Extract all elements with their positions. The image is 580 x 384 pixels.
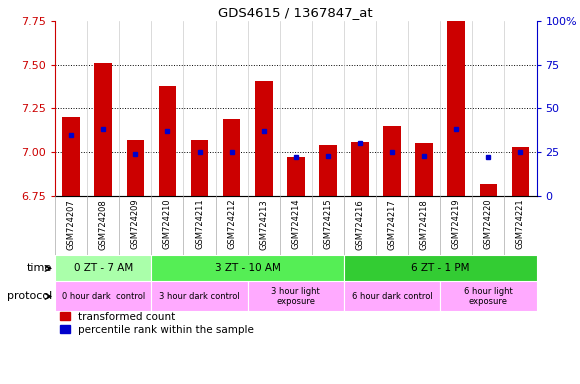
Text: GSM724221: GSM724221 bbox=[516, 199, 525, 250]
Text: GSM724215: GSM724215 bbox=[324, 199, 332, 250]
Text: 3 hour dark control: 3 hour dark control bbox=[159, 292, 240, 301]
Text: GSM724209: GSM724209 bbox=[131, 199, 140, 250]
Text: GSM724218: GSM724218 bbox=[420, 199, 429, 250]
Bar bbox=[319, 145, 337, 196]
Bar bbox=[95, 63, 112, 196]
Bar bbox=[223, 119, 241, 196]
Text: 0 ZT - 7 AM: 0 ZT - 7 AM bbox=[74, 263, 133, 273]
Text: GSM724212: GSM724212 bbox=[227, 199, 236, 250]
Bar bbox=[415, 144, 433, 196]
Text: GSM724220: GSM724220 bbox=[484, 199, 493, 250]
Text: GSM724216: GSM724216 bbox=[356, 199, 364, 250]
Text: GSM724211: GSM724211 bbox=[195, 199, 204, 250]
Text: 6 hour light
exposure: 6 hour light exposure bbox=[464, 287, 513, 306]
Bar bbox=[512, 147, 530, 196]
Bar bbox=[158, 86, 176, 196]
Text: GSM724214: GSM724214 bbox=[291, 199, 300, 250]
Text: 6 ZT - 1 PM: 6 ZT - 1 PM bbox=[411, 263, 469, 273]
Bar bbox=[287, 157, 305, 196]
Bar bbox=[55, 255, 151, 281]
Bar bbox=[255, 81, 273, 196]
Text: GSM724208: GSM724208 bbox=[99, 199, 108, 250]
Bar bbox=[151, 281, 248, 311]
Text: GSM724210: GSM724210 bbox=[163, 199, 172, 250]
Text: 3 ZT - 10 AM: 3 ZT - 10 AM bbox=[215, 263, 281, 273]
Bar bbox=[440, 281, 536, 311]
Bar bbox=[126, 140, 144, 196]
Bar bbox=[480, 184, 497, 196]
Bar bbox=[62, 117, 80, 196]
Bar bbox=[191, 140, 208, 196]
Bar bbox=[447, 5, 465, 196]
Legend: transformed count, percentile rank within the sample: transformed count, percentile rank withi… bbox=[60, 312, 254, 335]
Text: 0 hour dark  control: 0 hour dark control bbox=[61, 292, 145, 301]
Bar bbox=[55, 281, 151, 311]
Text: GSM724207: GSM724207 bbox=[67, 199, 75, 250]
Bar bbox=[351, 142, 369, 196]
Text: 3 hour light
exposure: 3 hour light exposure bbox=[271, 287, 320, 306]
Bar bbox=[248, 281, 344, 311]
Bar bbox=[383, 126, 401, 196]
Bar bbox=[344, 255, 536, 281]
Text: GSM724219: GSM724219 bbox=[452, 199, 461, 250]
Bar bbox=[344, 281, 440, 311]
Text: 6 hour dark control: 6 hour dark control bbox=[351, 292, 433, 301]
Title: GDS4615 / 1367847_at: GDS4615 / 1367847_at bbox=[219, 5, 373, 18]
Text: GSM724217: GSM724217 bbox=[387, 199, 397, 250]
Bar bbox=[151, 255, 344, 281]
Text: GSM724213: GSM724213 bbox=[259, 199, 268, 250]
Text: protocol: protocol bbox=[7, 291, 52, 301]
Text: time: time bbox=[27, 263, 52, 273]
